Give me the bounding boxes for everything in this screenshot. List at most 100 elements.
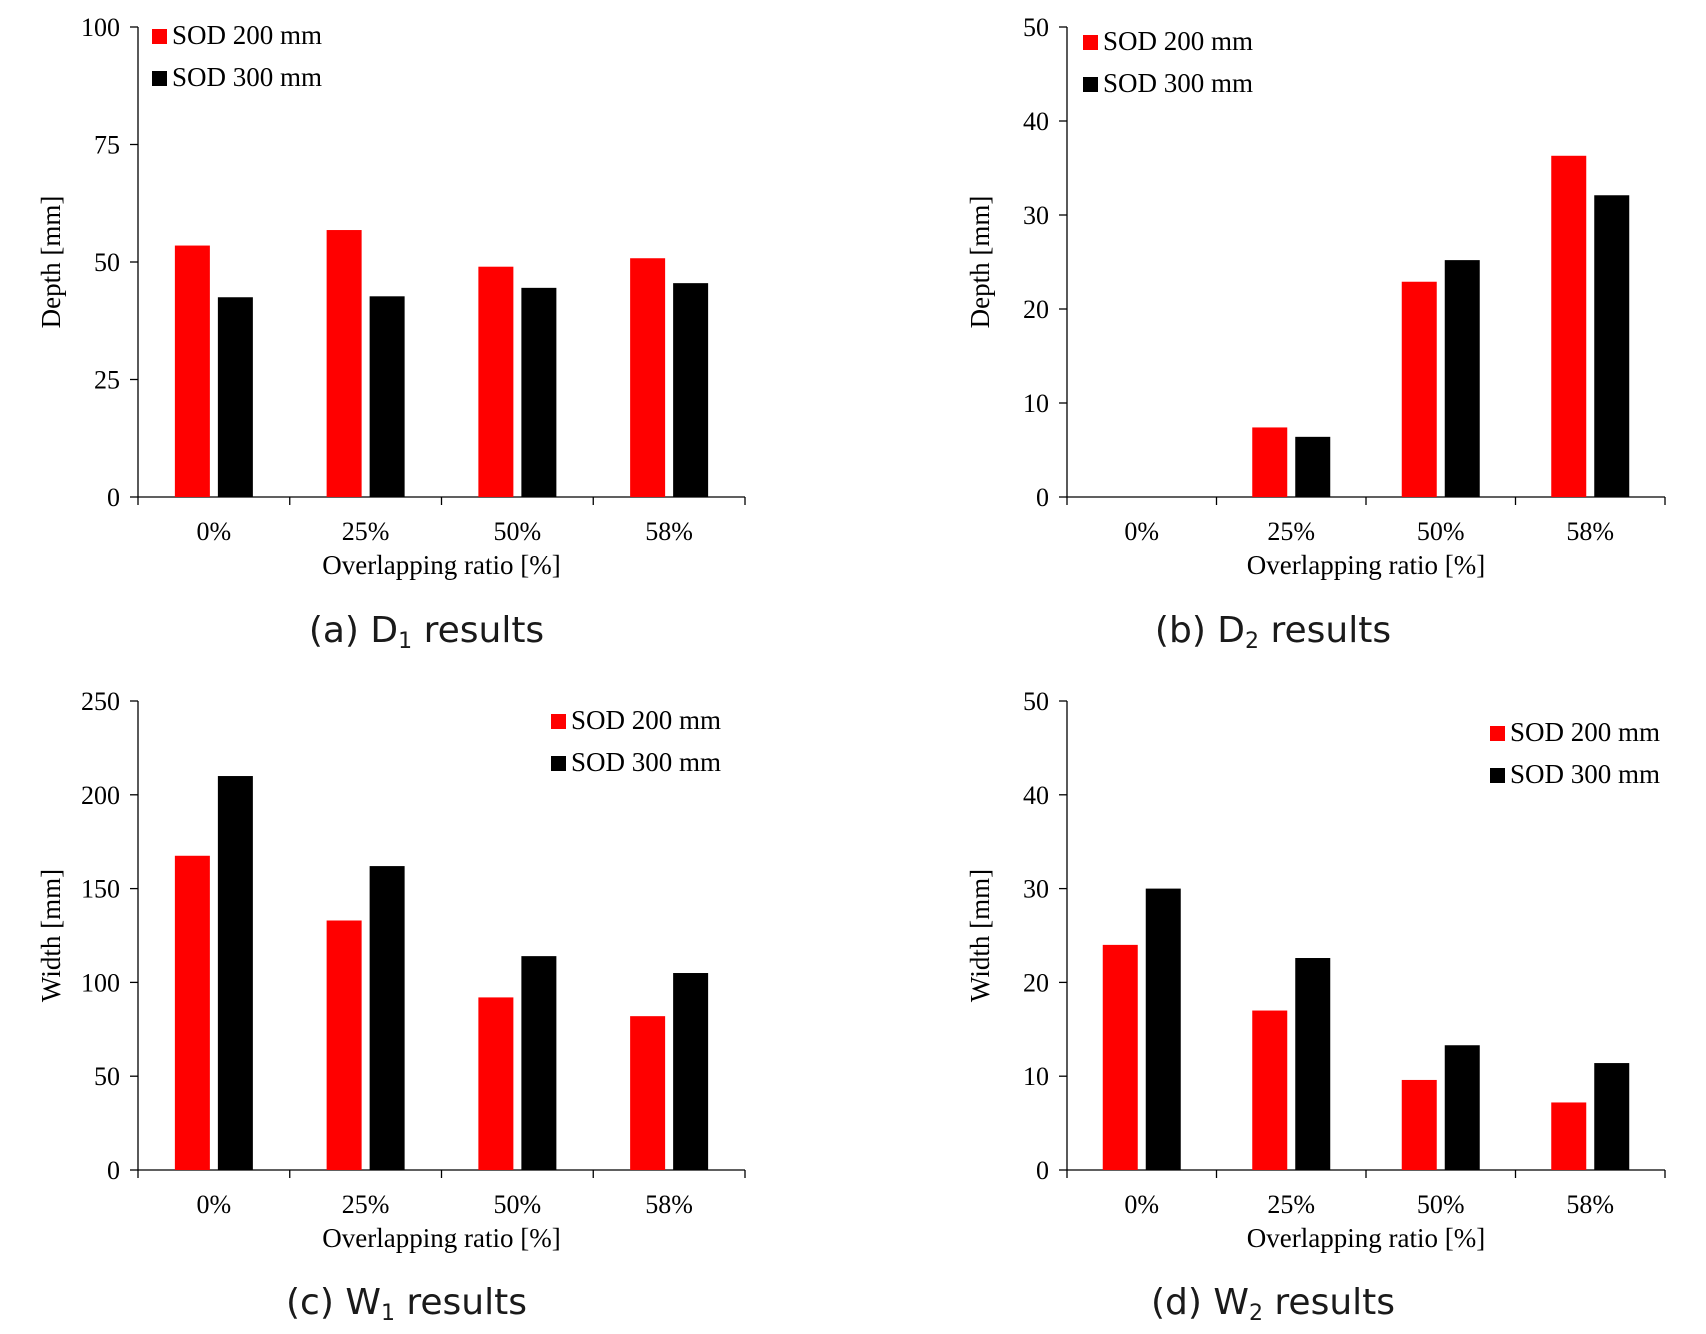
bar	[326, 920, 362, 1170]
bar	[1594, 1063, 1630, 1170]
x-tick-label: 50%	[1417, 1190, 1465, 1219]
bar	[1401, 281, 1437, 497]
x-axis-title: Overlapping ratio [%]	[322, 550, 560, 580]
legend-label: SOD 300 mm	[1103, 68, 1253, 98]
legend-swatch	[551, 756, 566, 771]
y-tick-label: 30	[1023, 201, 1049, 230]
chart-panel-d2: 0 10 20 30 40 50 0% 25% 50% 58% Overlapping ratio …	[853, 0, 1706, 667]
bar	[478, 266, 514, 497]
y-tick-label: 20	[1023, 968, 1049, 997]
x-tick-label: 50%	[494, 1190, 542, 1219]
y-tick-label: 50	[94, 1062, 120, 1091]
caption-w2: (d) W2 results	[1150, 1282, 1396, 1326]
legend-label: SOD 200 mm	[1103, 26, 1253, 56]
y-tick-label: 20	[1023, 295, 1049, 324]
caption-w1: (c) W1 results	[286, 1282, 527, 1326]
y-tick-label: 250	[81, 687, 120, 716]
caption-d1: (a) D1 results	[308, 610, 545, 654]
bar	[673, 973, 709, 1170]
bar	[1145, 888, 1181, 1170]
bar	[174, 245, 210, 497]
x-tick-label: 58%	[645, 517, 693, 546]
y-axis-title: Width [mm]	[965, 869, 995, 1002]
legend-label: SOD 300 mm	[172, 62, 322, 92]
bar	[326, 230, 362, 498]
bar	[217, 297, 253, 497]
y-axis-title: Depth [mm]	[36, 196, 66, 329]
chart-panel-w2: 0 10 20 30 40 50 0% 25% 50% 58% Overlapping ratio …	[853, 667, 1706, 1334]
legend-label: SOD 200 mm	[571, 705, 721, 735]
bar	[630, 1016, 666, 1170]
y-tick-label: 100	[81, 968, 120, 997]
x-tick-label: 25%	[1267, 1190, 1315, 1219]
y-tick-label: 10	[1023, 389, 1049, 418]
bar	[1252, 1010, 1288, 1170]
y-tick-label: 0	[1036, 1156, 1049, 1185]
y-axis-title: Depth [mm]	[965, 196, 995, 329]
legend-swatch	[1083, 77, 1098, 92]
y-tick-label: 10	[1023, 1062, 1049, 1091]
x-tick-label: 58%	[1566, 1190, 1614, 1219]
bar	[1295, 958, 1331, 1170]
y-tick-label: 200	[81, 781, 120, 810]
bar	[1444, 1045, 1480, 1170]
y-tick-label: 0	[1036, 483, 1049, 512]
x-tick-label: 0%	[197, 1190, 232, 1219]
y-tick-label: 50	[1023, 687, 1049, 716]
bar	[673, 283, 709, 497]
bar	[521, 287, 557, 497]
x-axis-title: Overlapping ratio [%]	[1247, 550, 1485, 580]
y-tick-label: 0	[107, 483, 120, 512]
bar	[1551, 1102, 1587, 1170]
x-tick-label: 0%	[1124, 517, 1159, 546]
legend-label: SOD 300 mm	[571, 747, 721, 777]
x-axis-title: Overlapping ratio [%]	[1247, 1223, 1485, 1253]
bar	[369, 866, 405, 1170]
y-axis-title: Width [mm]	[36, 869, 66, 1002]
y-tick-label: 40	[1023, 107, 1049, 136]
legend-label: SOD 300 mm	[1510, 759, 1660, 789]
legend-swatch	[1490, 726, 1505, 741]
legend-swatch	[1490, 768, 1505, 783]
bar	[1401, 1079, 1437, 1170]
x-tick-label: 50%	[494, 517, 542, 546]
y-tick-label: 25	[94, 366, 120, 395]
legend-label: SOD 200 mm	[172, 20, 322, 50]
x-tick-label: 25%	[342, 1190, 390, 1219]
x-tick-label: 58%	[1566, 517, 1614, 546]
y-tick-label: 50	[1023, 13, 1049, 42]
bar	[478, 997, 514, 1170]
x-tick-label: 25%	[1267, 517, 1315, 546]
chart-d2-svg: 0 10 20 30 40 50 0% 25% 50% 58% Overlapping ratio …	[965, 13, 1666, 580]
bar	[1252, 427, 1288, 497]
x-tick-label: 25%	[342, 517, 390, 546]
legend-swatch	[152, 29, 167, 44]
y-tick-label: 30	[1023, 875, 1049, 904]
legend-swatch	[1083, 35, 1098, 50]
bar	[1295, 436, 1331, 497]
chart-panel-d1: 0 25 50 75 100 0% 25% 50% 58% Overlapping ratio […	[0, 0, 853, 667]
chart-w1-svg: 0 50 100 150 200 250 0% 25% 50% 58% Overlapping ra…	[36, 687, 746, 1253]
bar	[174, 855, 210, 1170]
bar	[630, 258, 666, 497]
y-tick-label: 150	[81, 875, 120, 904]
bar	[1551, 155, 1587, 497]
legend-label: SOD 200 mm	[1510, 717, 1660, 747]
x-axis-title: Overlapping ratio [%]	[322, 1223, 560, 1253]
chart-panel-w1: 0 50 100 150 200 250 0% 25% 50% 58% Overlapping ra…	[0, 667, 853, 1334]
y-tick-label: 0	[107, 1156, 120, 1185]
bar	[1594, 195, 1630, 497]
x-tick-label: 0%	[1124, 1190, 1159, 1219]
x-tick-label: 0%	[197, 517, 232, 546]
x-tick-label: 50%	[1417, 517, 1465, 546]
chart-d1-svg: 0 25 50 75 100 0% 25% 50% 58% Overlapping ratio […	[36, 13, 746, 580]
bar	[369, 296, 405, 497]
legend-swatch	[551, 714, 566, 729]
bar	[1444, 260, 1480, 497]
y-tick-label: 40	[1023, 781, 1049, 810]
y-tick-label: 50	[94, 248, 120, 277]
y-tick-label: 75	[94, 131, 120, 160]
x-tick-label: 58%	[645, 1190, 693, 1219]
bar	[521, 956, 557, 1170]
y-tick-label: 100	[81, 13, 120, 42]
